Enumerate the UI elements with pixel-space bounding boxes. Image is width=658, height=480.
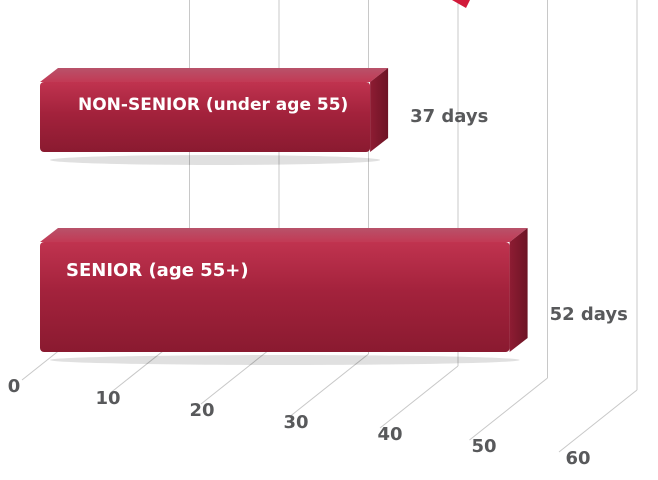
x-tick-label: 50 <box>471 436 496 457</box>
x-axis-ticks: 0 10 20 30 40 50 60 <box>8 376 591 469</box>
bar-category-label: NON-SENIOR (under age 55) <box>78 95 348 115</box>
bar-side-face <box>509 228 528 352</box>
bar-0: NON-SENIOR (under age 55) 37 days <box>40 68 488 165</box>
bar-front-face <box>40 82 371 152</box>
grid-line-floor <box>469 377 548 441</box>
grid-line-floor <box>200 341 280 405</box>
grid-line-floor <box>558 389 638 453</box>
bar-1: SENIOR (age 55+) 52 days <box>40 228 628 365</box>
bar-top-face <box>40 228 528 242</box>
grid-line-floor <box>379 365 459 429</box>
grid-line-floor <box>290 353 369 417</box>
x-tick-label: 20 <box>189 400 214 421</box>
chart-bars: NON-SENIOR (under age 55) 37 days SENIOR (… <box>40 68 628 365</box>
x-tick-label: 40 <box>377 424 402 445</box>
bar-top-face <box>40 68 389 82</box>
bar-front-face <box>40 242 510 352</box>
bar-shadow <box>50 155 381 165</box>
red-bar-fragment <box>452 0 470 8</box>
x-tick-label: 30 <box>283 412 308 433</box>
x-tick-label: 0 <box>8 376 21 397</box>
chart-grid <box>21 0 638 453</box>
bar-value-label: 37 days <box>410 106 488 127</box>
bar-side-face <box>370 68 389 152</box>
bar-category-label: SENIOR (age 55+) <box>66 260 249 281</box>
x-tick-label: 10 <box>95 388 120 409</box>
x-tick-label: 60 <box>565 448 590 469</box>
bar-shadow <box>49 355 520 365</box>
bar-value-label: 52 days <box>550 304 628 325</box>
